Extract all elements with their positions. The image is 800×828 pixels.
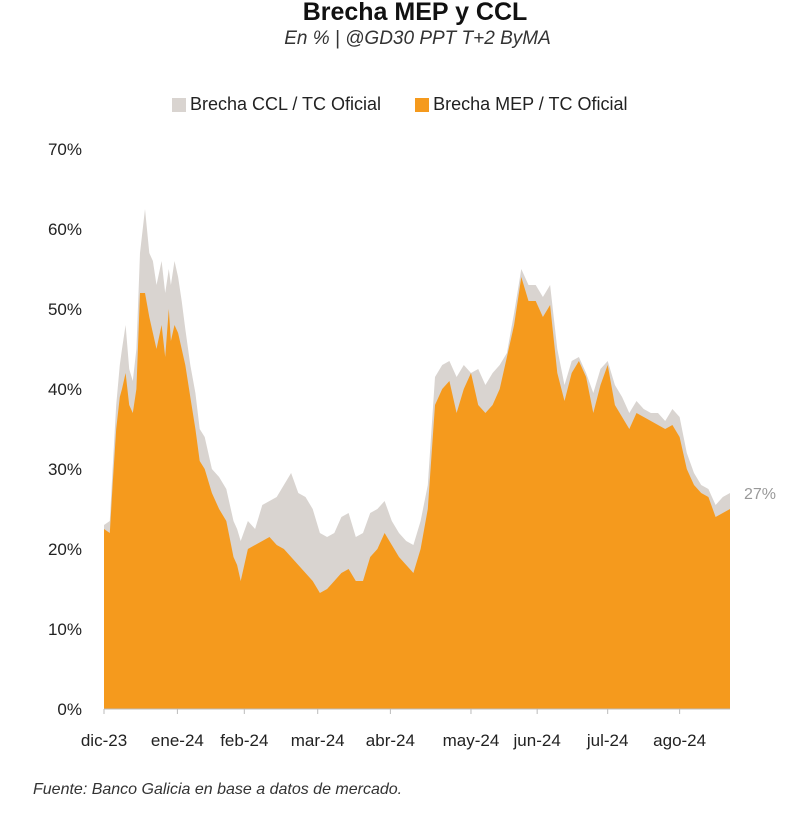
legend-label-mep: Brecha MEP / TC Oficial [433, 94, 628, 114]
y-tick-label: 60% [48, 220, 82, 239]
y-tick-label: 50% [48, 300, 82, 319]
area-series-mep [104, 277, 730, 709]
x-tick-label: mar-24 [291, 731, 345, 750]
x-tick-label: jun-24 [513, 731, 561, 750]
legend-swatch-mep [415, 97, 430, 112]
y-tick-label: 0% [57, 700, 82, 719]
end-value-label: 27% [744, 486, 776, 503]
x-tick-label: ene-24 [151, 731, 204, 750]
legend-item-mep: Brecha MEP / TC Oficial [415, 94, 627, 115]
y-tick-label: 10% [48, 620, 82, 639]
y-tick-label: 70% [48, 140, 82, 159]
x-tick-label: abr-24 [366, 731, 415, 750]
legend-item-ccl: Brecha CCL / TC Oficial [172, 94, 381, 115]
y-tick-label: 20% [48, 540, 82, 559]
chart-subtitle: En % | @GD30 PPT T+2 ByMA [284, 28, 551, 49]
x-tick-label: may-24 [443, 731, 500, 750]
chart-title: Brecha MEP y CCL [302, 0, 528, 26]
legend-swatch-ccl [172, 97, 186, 112]
chart-legend: Brecha CCL / TC Oficial Brecha MEP / TC … [172, 94, 661, 115]
y-tick-label: 30% [48, 460, 82, 479]
y-tick-label: 40% [48, 380, 82, 399]
x-tick-label: dic-23 [81, 731, 127, 750]
legend-label-ccl: Brecha CCL / TC Oficial [190, 94, 382, 114]
x-tick-label: feb-24 [220, 731, 268, 750]
x-tick-label: ago-24 [653, 731, 706, 750]
x-tick-label: jul-24 [586, 731, 629, 750]
source-note: Fuente: Banco Galicia en base a datos de… [33, 781, 403, 798]
